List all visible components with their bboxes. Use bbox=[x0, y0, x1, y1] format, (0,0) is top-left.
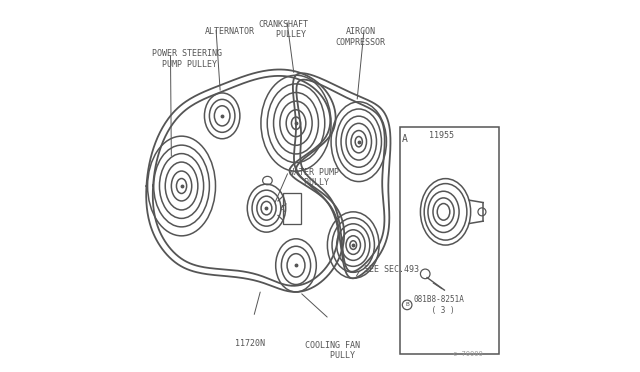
Text: WATER PUMP
   PULLY: WATER PUMP PULLY bbox=[289, 167, 339, 187]
Text: A: A bbox=[280, 205, 285, 215]
Text: ALTERNATOR: ALTERNATOR bbox=[205, 27, 255, 36]
Text: CRANKSHAFT
   PULLEY: CRANKSHAFT PULLEY bbox=[258, 20, 308, 39]
Text: 11955: 11955 bbox=[429, 131, 454, 140]
Text: 081B8-8251A
    ( 3 ): 081B8-8251A ( 3 ) bbox=[413, 295, 464, 315]
Text: 11720N: 11720N bbox=[235, 339, 265, 348]
Text: SEE SEC.493: SEE SEC.493 bbox=[364, 264, 419, 273]
Text: B: B bbox=[405, 302, 409, 307]
Bar bbox=[401, 127, 499, 354]
Text: c 70000: c 70000 bbox=[453, 351, 483, 357]
Text: AIRCON
COMPRESSOR: AIRCON COMPRESSOR bbox=[335, 27, 386, 46]
Text: COOLING FAN
    PULLY: COOLING FAN PULLY bbox=[305, 341, 360, 360]
Text: A: A bbox=[402, 134, 408, 144]
Text: POWER STEERING
  PUMP PULLEY: POWER STEERING PUMP PULLEY bbox=[152, 49, 222, 69]
